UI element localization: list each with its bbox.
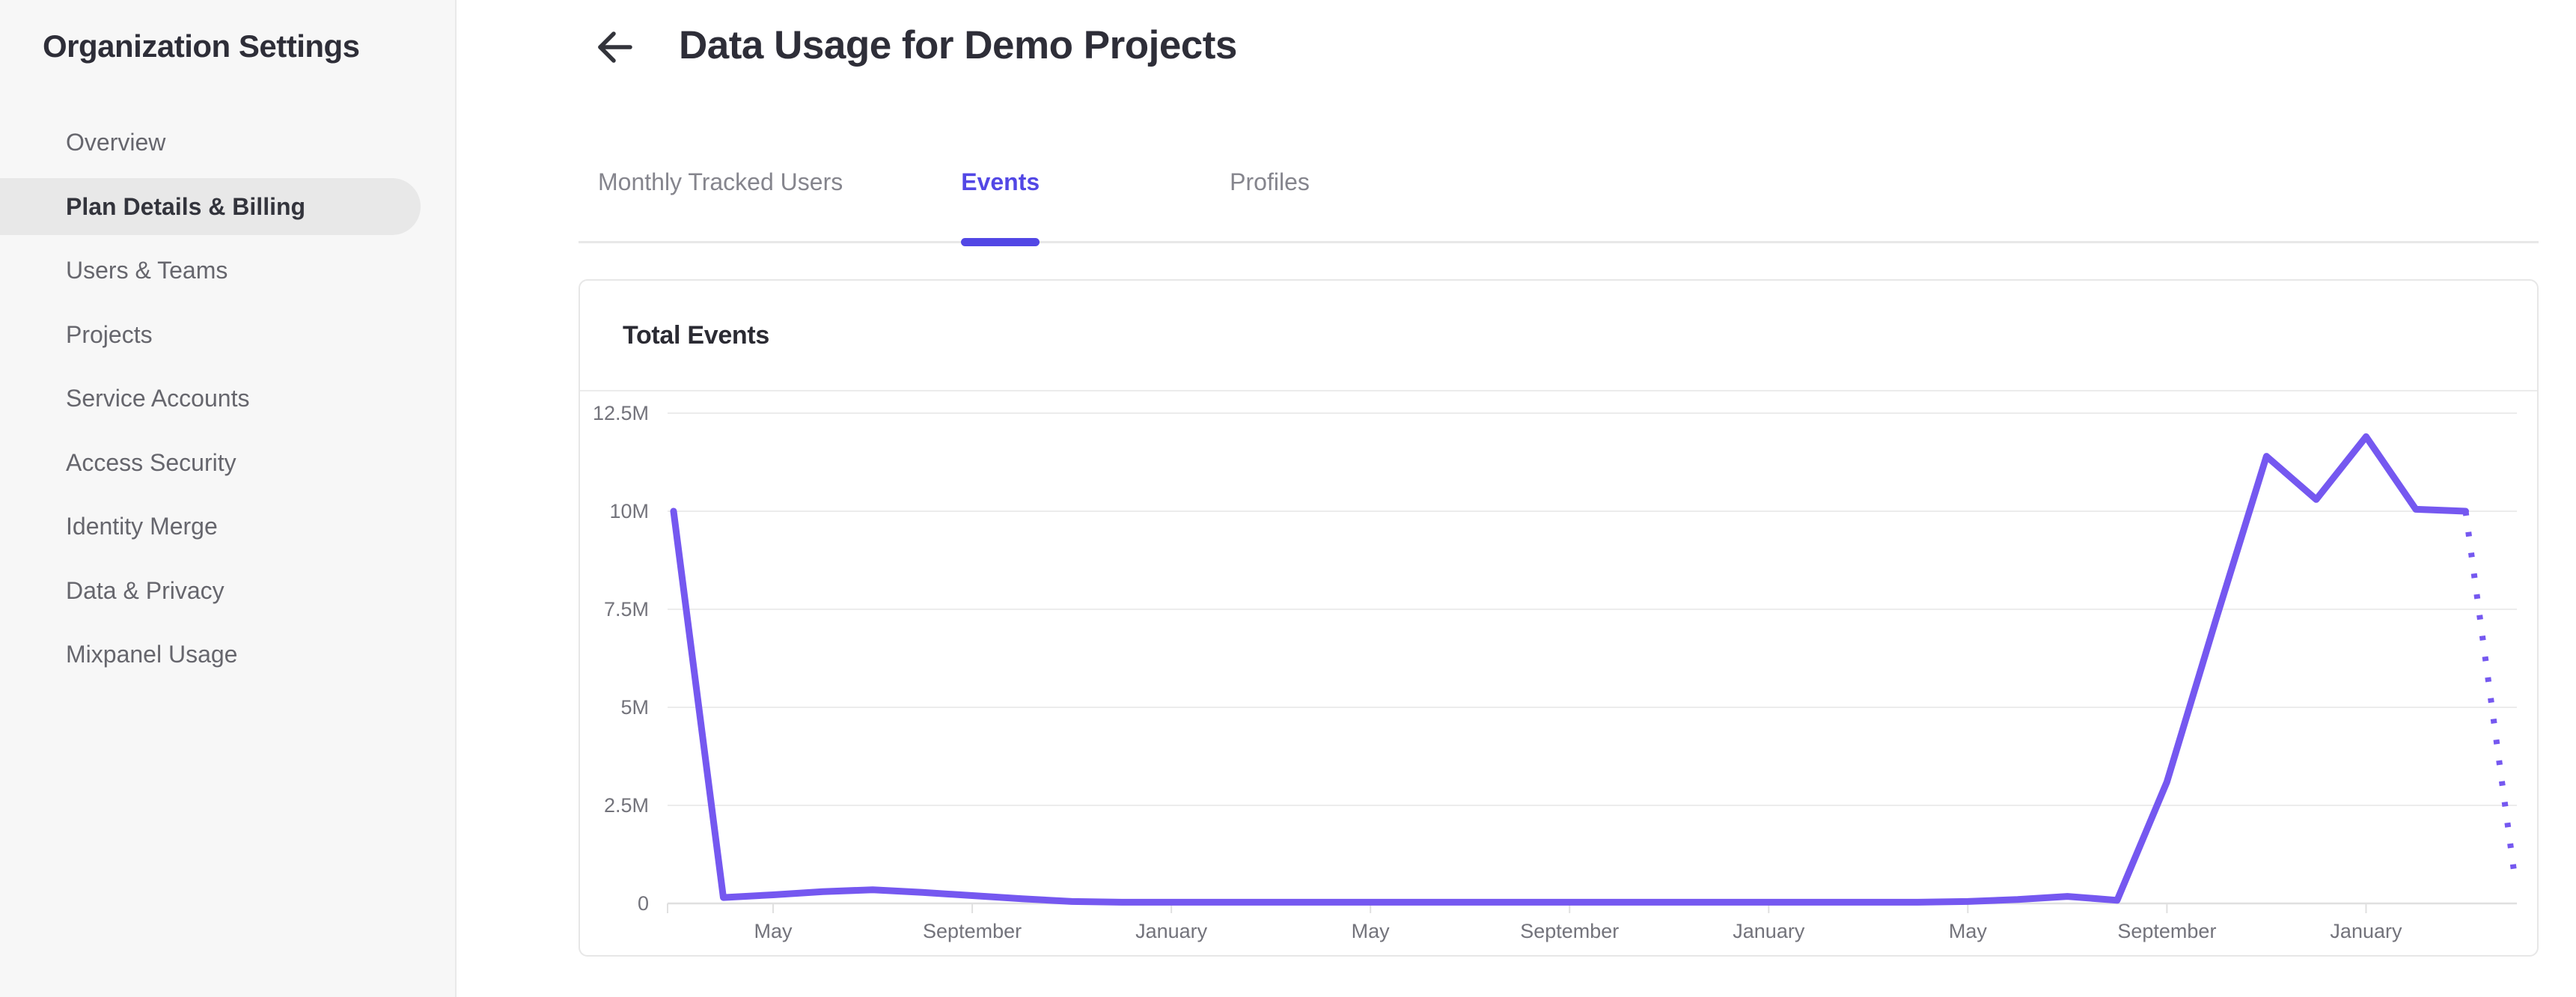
card-title: Total Events [623,320,770,350]
sidebar-item-data-privacy[interactable]: Data & Privacy [66,576,225,604]
x-axis-label: January [1733,920,1805,942]
chart-area[interactable]: 0 2.5M 5M 7.5M 10M 12.5M May September January Ma… [580,393,2537,955]
active-tab-indicator [961,238,1040,246]
total-events-card: Total Events 0 2.5M 5M 7.5M 10M 12.5M May Septe… [579,279,2539,957]
sidebar-item-projects[interactable]: Projects [66,320,153,348]
total-events-chart-svg[interactable]: 0 2.5M 5M 7.5M 10M 12.5M May September January Ma… [580,393,2537,955]
tab-label: Profiles [1230,168,1310,195]
tab-monthly-tracked-users[interactable]: Monthly Tracked Users [598,168,843,241]
back-button[interactable] [593,28,635,66]
sidebar-item-access-security[interactable]: Access Security [66,448,236,476]
x-axis-label: May [1949,920,1988,942]
x-axis-label: January [2330,920,2402,942]
tab-label: Events [961,168,1040,195]
sidebar-item-overview[interactable]: Overview [66,129,166,156]
page-title: Data Usage for Demo Projects [679,23,1237,67]
sidebar-item-identity-merge[interactable]: Identity Merge [66,513,218,540]
sidebar-title: Organization Settings [43,28,360,64]
y-axis-label: 2.5M [604,794,649,817]
y-axis-label: 12.5M [593,402,649,424]
x-axis-label: May [1352,920,1391,942]
x-axis-label: May [754,920,793,942]
tab-events[interactable]: Events [961,168,1040,246]
sidebar-item-plan-details-billing[interactable]: Plan Details & Billing [0,178,421,236]
left-arrow-icon [598,31,632,63]
x-axis-label: September [923,920,1022,942]
x-axis-label: January [1135,920,1208,942]
y-axis-label: 0 [638,892,649,915]
tabs-bar: Monthly Tracked Users Events Profiles [579,153,2539,246]
sidebar-nav: Overview Plan Details & Billing Users & Te… [0,111,455,687]
x-axis-label: September [1520,920,1619,942]
sidebar-item-mixpanel-usage[interactable]: Mixpanel Usage [66,641,238,668]
tabs: Monthly Tracked Users Events Profiles [598,153,2539,246]
sidebar-item-service-accounts[interactable]: Service Accounts [66,385,250,412]
total-events-series-line [670,433,2469,906]
tab-label: Monthly Tracked Users [598,168,843,195]
x-axis-label: September [2117,920,2216,942]
y-axis-label: 7.5M [604,598,649,621]
sidebar-item-users-teams[interactable]: Users & Teams [66,257,228,284]
y-axis-label: 5M [620,696,649,719]
organization-settings-sidebar: Organization Settings Overview Plan Detai… [0,0,457,997]
y-axis-label: 10M [609,500,649,522]
main-content: Data Usage for Demo Projects Monthly Tra… [458,0,2576,997]
total-events-projection-dotted [2462,510,2518,882]
card-header: Total Events [580,281,2537,391]
tab-profiles[interactable]: Profiles [1230,168,1310,241]
